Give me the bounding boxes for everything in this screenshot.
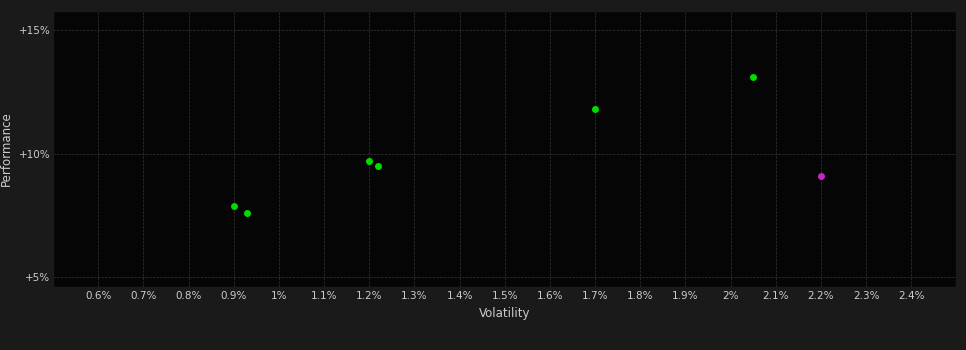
Point [587,106,603,112]
Point [813,173,829,179]
Point [226,203,242,208]
Point [361,158,377,164]
X-axis label: Volatility: Volatility [479,307,530,320]
Point [371,163,386,169]
Y-axis label: Performance: Performance [0,111,14,186]
Point [240,210,255,216]
Point [746,74,761,80]
